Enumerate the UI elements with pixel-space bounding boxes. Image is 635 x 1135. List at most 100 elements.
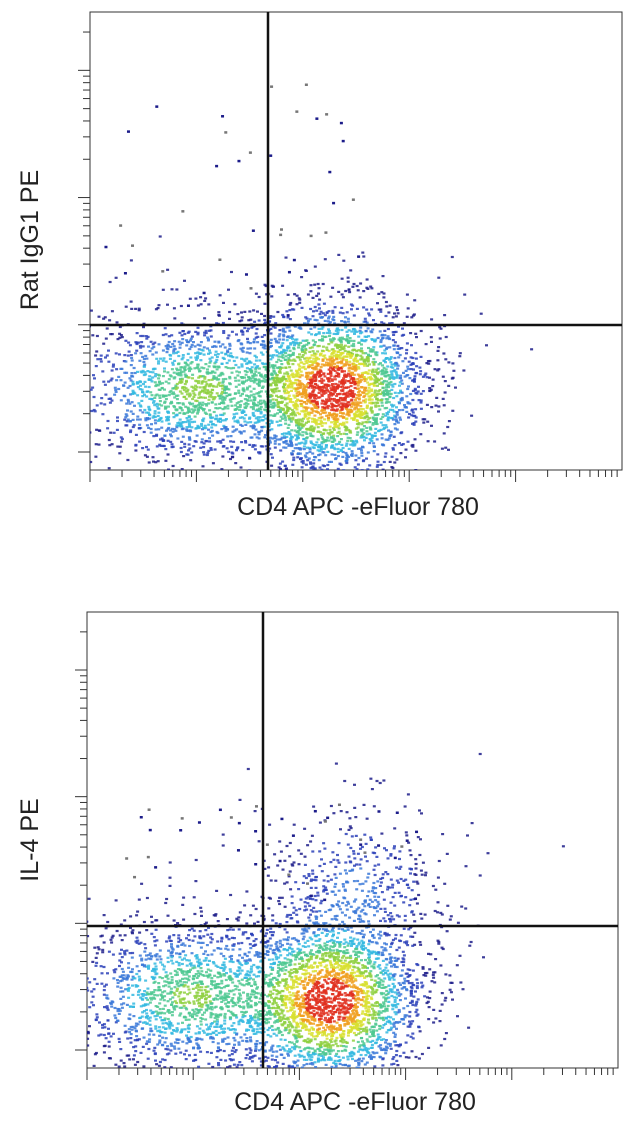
- event-dot: [235, 1066, 239, 1068]
- event-dot: [192, 386, 195, 389]
- event-dot: [249, 947, 253, 950]
- event-dot: [300, 441, 304, 444]
- event-dot: [232, 413, 236, 416]
- event-dot: [419, 401, 423, 404]
- event-dot: [143, 371, 147, 374]
- event-dot: [135, 914, 139, 917]
- event-dot: [356, 463, 360, 466]
- event-dot: [336, 393, 339, 396]
- event-dot: [190, 408, 194, 411]
- event-dot: [208, 361, 212, 364]
- event-dot: [346, 408, 350, 411]
- event-dot: [136, 386, 140, 389]
- event-dot: [271, 437, 275, 440]
- event-dot: [327, 368, 331, 371]
- event-dot: [368, 438, 372, 441]
- event-dot: [167, 985, 171, 988]
- density-cloud: [5, 83, 534, 487]
- event-dot: [194, 1032, 198, 1035]
- event-dot: [197, 396, 201, 399]
- event-dot: [243, 380, 247, 383]
- event-dot: [394, 370, 398, 373]
- event-dot: [290, 444, 294, 447]
- event-dot: [249, 968, 253, 971]
- event-dot: [199, 341, 203, 344]
- event-dot: [347, 288, 351, 291]
- event-dot: [384, 389, 388, 392]
- event-dot: [190, 411, 194, 414]
- event-dot: [298, 365, 302, 368]
- event-dot: [186, 304, 190, 307]
- event-dot: [363, 364, 367, 367]
- event-dot: [369, 348, 373, 351]
- event-dot: [302, 365, 306, 368]
- event-dot: [320, 388, 324, 391]
- event-dot: [274, 384, 278, 387]
- event-dot: [164, 394, 168, 397]
- event-dot: [275, 420, 279, 423]
- event-dot: [390, 388, 394, 391]
- event-dot: [337, 427, 341, 430]
- event-dot: [253, 347, 257, 350]
- event-dot: [314, 358, 318, 361]
- event-dot: [390, 455, 394, 458]
- event-dot: [166, 371, 170, 374]
- event-dot: [334, 399, 338, 402]
- event-dot: [373, 379, 377, 382]
- event-dot: [298, 353, 301, 356]
- event-dot: [311, 361, 315, 364]
- event-dot: [182, 1004, 186, 1007]
- event-dot: [320, 394, 324, 397]
- event-dot: [154, 1005, 158, 1008]
- event-dot: [275, 360, 279, 364]
- event-dot: [368, 426, 372, 429]
- event-dot: [342, 421, 345, 424]
- event-dot: [361, 339, 365, 342]
- event-dot: [279, 367, 282, 370]
- event-dot: [342, 383, 345, 386]
- event-dot: [284, 256, 288, 259]
- event-dot: [85, 398, 88, 400]
- event-dot: [327, 395, 331, 399]
- event-dot: [361, 421, 365, 424]
- event-dot: [240, 485, 243, 487]
- event-dot: [376, 463, 380, 467]
- event-dot: [168, 861, 172, 864]
- event-dot: [355, 360, 359, 363]
- event-dot: [252, 387, 256, 390]
- event-dot: [310, 425, 314, 428]
- event-dot: [300, 350, 304, 353]
- event-dot: [321, 339, 325, 342]
- event-dot: [175, 952, 178, 955]
- event-dot: [249, 287, 253, 290]
- event-dot: [249, 390, 253, 393]
- event-dot: [364, 387, 367, 390]
- event-dot: [285, 339, 289, 342]
- event-dot: [274, 372, 277, 375]
- event-dot: [530, 348, 534, 351]
- event-dot: [205, 974, 209, 977]
- event-dot: [286, 469, 290, 470]
- event-dot: [207, 402, 210, 405]
- event-dot: [150, 394, 154, 397]
- event-dot: [311, 390, 315, 393]
- event-dot: [350, 367, 354, 370]
- event-dot: [5, 403, 8, 405]
- event-dot: [140, 882, 144, 885]
- event-dot: [175, 426, 179, 429]
- event-dot: [172, 1108, 175, 1110]
- event-dot: [293, 447, 297, 450]
- event-dot: [298, 950, 301, 953]
- event-dot: [202, 353, 206, 356]
- event-dot: [358, 376, 362, 379]
- event-dot: [256, 392, 260, 395]
- event-dot: [119, 224, 123, 227]
- event-dot: [65, 436, 68, 438]
- event-dot: [264, 374, 268, 377]
- event-dot: [125, 424, 129, 427]
- event-dot: [340, 293, 344, 296]
- event-dot: [147, 378, 151, 381]
- event-dot: [163, 367, 166, 370]
- event-dot: [379, 308, 383, 311]
- event-dot: [391, 331, 395, 334]
